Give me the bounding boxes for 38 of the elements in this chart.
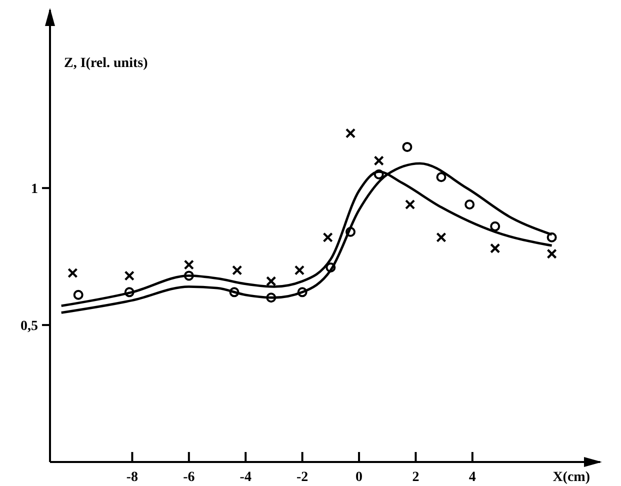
x-tick-label: -2 <box>296 470 308 485</box>
point <box>184 270 194 281</box>
x-tick-label: 4 <box>468 470 476 485</box>
point <box>546 248 557 259</box>
x-tick-label: -6 <box>183 470 195 485</box>
y-axis-title: Z, I(rel. units) <box>64 56 148 71</box>
point <box>345 128 356 138</box>
x-tick-label: -4 <box>240 470 252 485</box>
point <box>266 276 276 286</box>
y-tick-label: 1 <box>31 182 38 198</box>
point <box>402 142 412 152</box>
point <box>297 287 308 298</box>
point <box>73 290 84 300</box>
point <box>346 226 356 237</box>
x-tick-label: 2 <box>412 470 420 485</box>
point <box>184 260 194 270</box>
point <box>404 199 416 210</box>
point <box>326 262 336 273</box>
point <box>294 265 305 276</box>
point <box>124 270 134 281</box>
x-axis-title: X(cm) <box>552 470 590 485</box>
x-tick-label: 0 <box>356 470 363 485</box>
point <box>124 287 134 298</box>
point <box>490 221 500 232</box>
point <box>546 232 557 242</box>
point <box>266 292 276 303</box>
point <box>229 287 240 298</box>
point <box>232 265 242 276</box>
point <box>436 172 446 182</box>
x-tick-label: -8 <box>126 470 138 485</box>
point <box>374 169 384 180</box>
point <box>436 232 446 242</box>
point <box>374 156 384 166</box>
y-tick-label: 0,5 <box>20 319 38 334</box>
point <box>68 268 78 278</box>
point <box>322 232 333 242</box>
point <box>464 199 475 210</box>
point <box>490 243 500 254</box>
